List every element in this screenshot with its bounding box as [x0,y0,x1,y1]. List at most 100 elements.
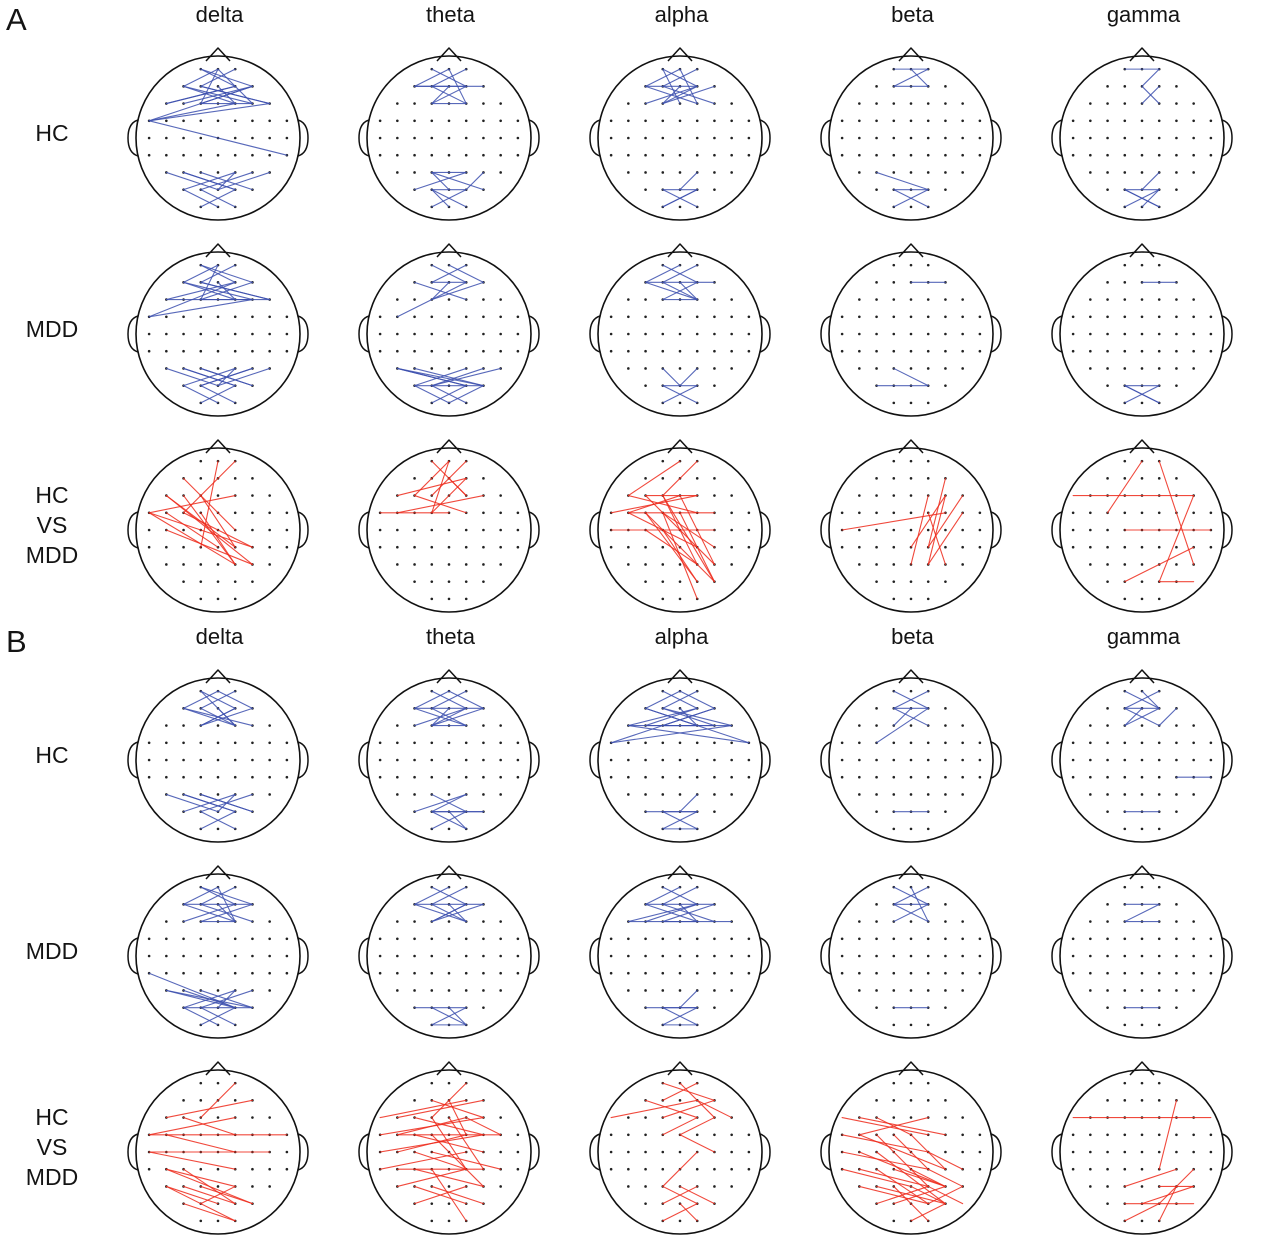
head-outline [134,251,301,417]
electrode-dots [840,459,981,601]
head-outline [596,873,763,1039]
topoplot-a-mdd-delta [110,232,330,428]
head-outline [134,873,301,1039]
connectivity-edges [610,1082,732,1222]
right-ear-icon [527,511,540,549]
topoplot-a-hcvsmdd-gamma [1034,428,1254,624]
head-outline [1058,677,1225,843]
left-ear-icon [357,1133,370,1171]
head-outline [1058,1069,1225,1235]
head-outline [827,251,994,417]
topoplot-a-hc-beta [803,36,1023,232]
connectivity-edges [610,460,715,600]
topoplot-b-hcvsmdd-alpha [572,1050,792,1246]
right-ear-icon [1220,1133,1233,1171]
topoplot-b-hcvsmdd-beta [803,1050,1023,1246]
left-ear-icon [819,937,832,975]
topoplot-b-hc-alpha [572,658,792,854]
topoplot-svg [357,865,540,1039]
right-ear-icon [1220,119,1233,157]
right-ear-icon [527,937,540,975]
right-ear-icon [989,315,1002,353]
topoplot-svg [819,243,1002,417]
electrode-dots [1071,689,1212,831]
nose-icon [435,47,462,62]
topoplot-svg [1050,1061,1233,1235]
topoplot-svg [357,47,540,221]
panel-label-a: A [6,2,27,37]
left-ear-icon [819,315,832,353]
right-ear-icon [296,511,309,549]
topoplot-b-mdd-theta [341,854,561,1050]
topoplot-b-mdd-delta [110,854,330,1050]
right-ear-icon [989,511,1002,549]
electrode-dots [840,689,981,831]
connectivity-edges [413,690,484,830]
left-ear-icon [357,511,370,549]
left-ear-icon [126,1133,139,1171]
left-ear-icon [819,741,832,779]
panel-label-b: B [6,624,27,659]
connectivity-edges [644,68,715,208]
nose-icon [435,439,462,454]
electrode-dots [378,67,519,209]
head-outline [134,677,301,843]
topoplot-a-mdd-gamma [1034,232,1254,428]
left-ear-icon [588,937,601,975]
right-ear-icon [758,741,771,779]
column-header-theta: theta [426,624,475,649]
right-ear-icon [296,119,309,157]
right-ear-icon [296,315,309,353]
row-label-hc: HC [35,742,69,769]
left-ear-icon [588,119,601,157]
connectivity-edges [148,68,287,208]
left-ear-icon [357,119,370,157]
topoplot-b-mdd-beta [803,854,1023,1050]
row-label-hc: HC [35,120,69,147]
topoplot-svg [126,243,309,417]
topoplot-b-hc-gamma [1034,658,1254,854]
right-ear-icon [296,741,309,779]
head-outline [134,447,301,613]
nose-icon [435,1061,462,1076]
topoplot-b-mdd-alpha [572,854,792,1050]
head-outline [596,1069,763,1235]
right-ear-icon [758,315,771,353]
column-header-beta: beta [891,2,934,27]
connectivity-edges [1123,281,1177,404]
nose-icon [204,243,231,258]
left-ear-icon [1050,119,1063,157]
row-label-hc-vs-mdd: HC VS MDD [25,482,79,568]
connectivity-edges [396,264,501,404]
head-outline [365,873,532,1039]
nose-icon [204,1061,231,1076]
nose-icon [1128,669,1155,684]
column-header-delta: delta [195,2,244,27]
right-ear-icon [1220,511,1233,549]
nose-icon [204,439,231,454]
nose-icon [204,669,231,684]
head-outline [365,251,532,417]
connectivity-edges [379,1082,501,1222]
right-ear-icon [989,937,1002,975]
left-ear-icon [126,315,139,353]
electrode-dots [609,689,750,831]
right-ear-icon [758,1133,771,1171]
topoplot-svg [126,669,309,843]
topoplot-svg [588,1061,771,1235]
left-ear-icon [126,511,139,549]
nose-icon [666,243,693,258]
topoplot-a-hc-gamma [1034,36,1254,232]
head-outline [827,677,994,843]
connectivity-edges [165,690,253,830]
electrode-dots [609,885,750,1027]
head-outline [134,55,301,221]
left-ear-icon [588,1133,601,1171]
electrode-dots [1071,1081,1212,1223]
left-ear-icon [357,315,370,353]
nose-icon [435,243,462,258]
nose-icon [435,669,462,684]
head-outline [1058,873,1225,1039]
left-ear-icon [588,741,601,779]
